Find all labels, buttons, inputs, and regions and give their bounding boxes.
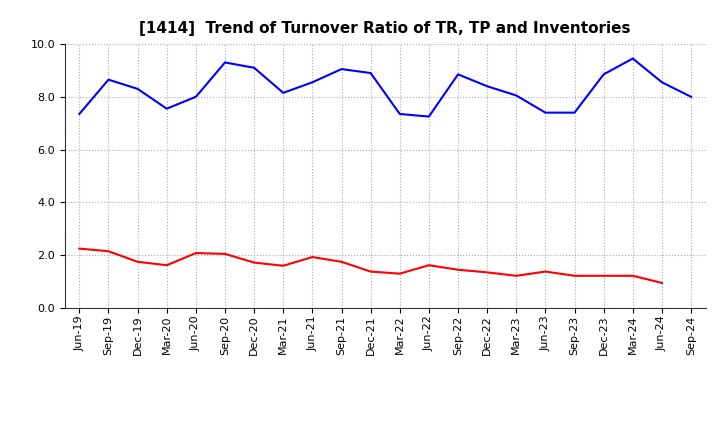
Trade Payables <box>163 106 171 111</box>
Trade Payables <box>366 70 375 76</box>
Trade Receivables <box>104 249 113 254</box>
Trade Payables <box>279 90 287 95</box>
Trade Receivables <box>483 270 492 275</box>
Trade Payables <box>570 110 579 115</box>
Trade Payables <box>512 93 521 98</box>
Trade Receivables <box>163 263 171 268</box>
Trade Receivables <box>657 280 666 286</box>
Trade Payables <box>337 66 346 72</box>
Line: Trade Payables: Trade Payables <box>79 59 691 117</box>
Trade Receivables <box>192 250 200 256</box>
Trade Receivables <box>629 273 637 279</box>
Trade Receivables <box>308 254 317 260</box>
Trade Receivables <box>279 263 287 268</box>
Trade Payables <box>657 80 666 85</box>
Trade Receivables <box>337 259 346 264</box>
Trade Payables <box>75 111 84 117</box>
Trade Receivables <box>541 269 550 274</box>
Trade Receivables <box>425 263 433 268</box>
Trade Receivables <box>366 269 375 274</box>
Line: Trade Receivables: Trade Receivables <box>79 249 662 283</box>
Trade Receivables <box>395 271 404 276</box>
Title: [1414]  Trend of Turnover Ratio of TR, TP and Inventories: [1414] Trend of Turnover Ratio of TR, TP… <box>140 21 631 36</box>
Trade Payables <box>192 94 200 99</box>
Trade Receivables <box>454 267 462 272</box>
Trade Payables <box>629 56 637 61</box>
Trade Receivables <box>250 260 258 265</box>
Trade Payables <box>133 86 142 92</box>
Trade Payables <box>483 84 492 89</box>
Trade Payables <box>454 72 462 77</box>
Trade Payables <box>250 65 258 70</box>
Trade Payables <box>425 114 433 119</box>
Trade Receivables <box>512 273 521 279</box>
Trade Payables <box>395 111 404 117</box>
Trade Payables <box>220 60 229 65</box>
Trade Payables <box>308 80 317 85</box>
Trade Receivables <box>599 273 608 279</box>
Trade Payables <box>541 110 550 115</box>
Trade Payables <box>687 94 696 99</box>
Trade Receivables <box>570 273 579 279</box>
Trade Receivables <box>133 259 142 264</box>
Trade Receivables <box>75 246 84 251</box>
Trade Payables <box>104 77 113 82</box>
Trade Payables <box>599 72 608 77</box>
Trade Receivables <box>220 251 229 257</box>
